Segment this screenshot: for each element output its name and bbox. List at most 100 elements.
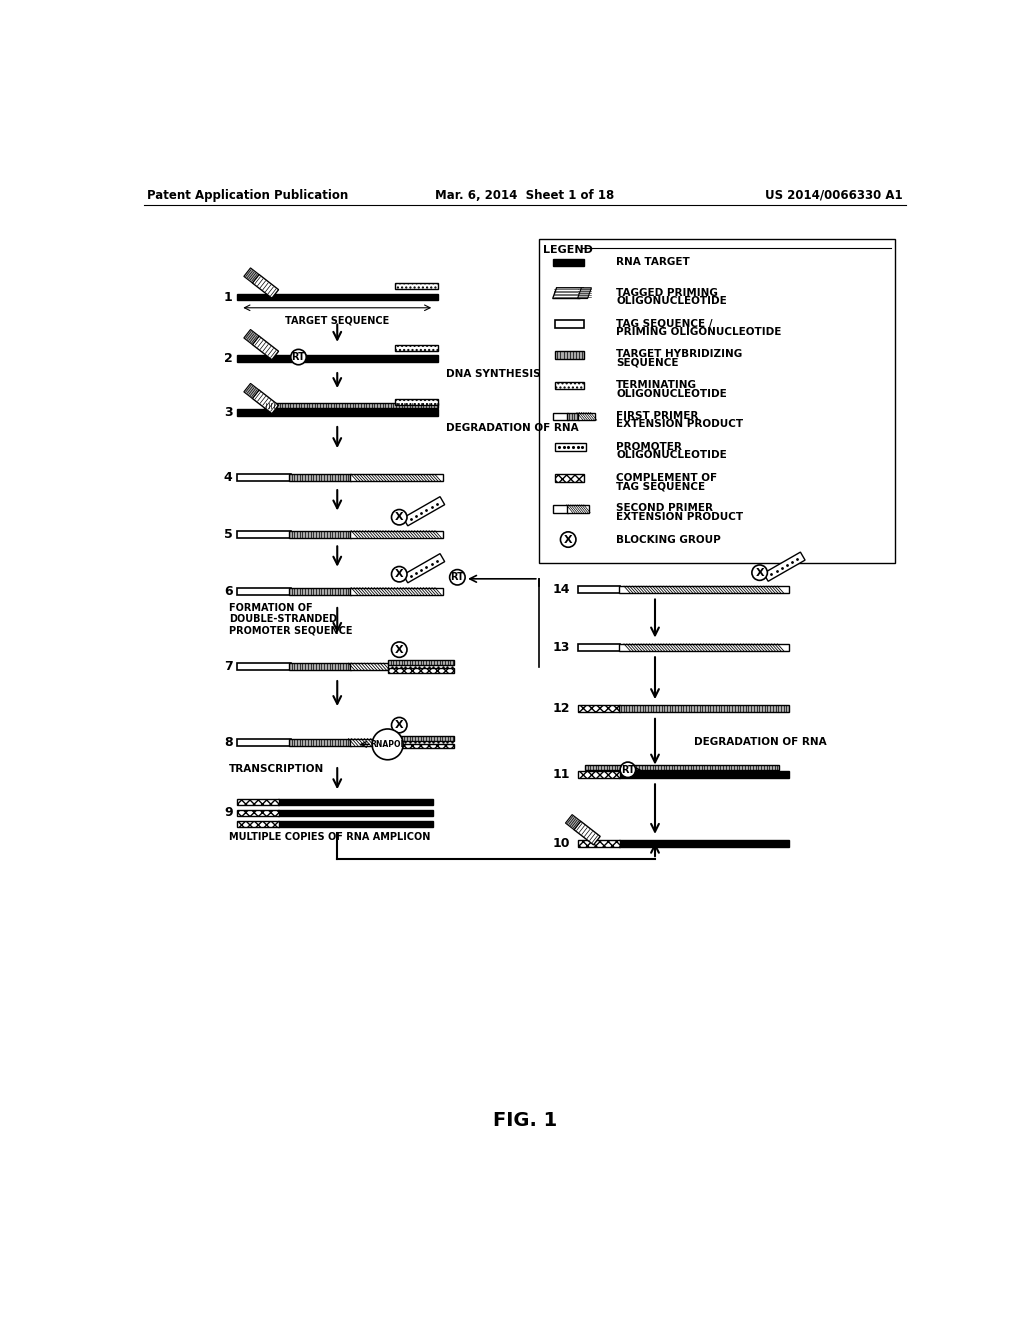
Circle shape: [291, 350, 306, 364]
Bar: [579, 412, 595, 420]
Bar: [578, 705, 621, 713]
Bar: [237, 474, 291, 482]
Text: DNA SYNTHESIS: DNA SYNTHESIS: [445, 370, 541, 379]
Text: RT: RT: [292, 352, 305, 362]
Bar: [539, 239, 895, 562]
Bar: [289, 587, 351, 594]
Bar: [289, 663, 351, 671]
Text: Mar. 6, 2014  Sheet 1 of 18: Mar. 6, 2014 Sheet 1 of 18: [435, 189, 614, 202]
Text: DEGRADATION OF RNA: DEGRADATION OF RNA: [693, 737, 826, 747]
Bar: [567, 412, 579, 420]
Text: 8: 8: [224, 735, 232, 748]
Text: SECOND PRIMER: SECOND PRIMER: [616, 503, 714, 513]
Bar: [349, 474, 442, 482]
Bar: [237, 821, 280, 826]
Text: TAG SEQUENCE /: TAG SEQUENCE /: [616, 318, 713, 329]
Text: TAGGED PRIMING: TAGGED PRIMING: [616, 288, 718, 298]
Text: X: X: [395, 512, 403, 523]
Bar: [237, 355, 438, 362]
Text: LEGEND: LEGEND: [543, 246, 593, 255]
Bar: [388, 743, 455, 748]
Circle shape: [752, 565, 767, 581]
Circle shape: [391, 510, 407, 525]
Text: PROMOTER: PROMOTER: [616, 442, 682, 451]
Text: PRIMING OLIGONUCLEOTIDE: PRIMING OLIGONUCLEOTIDE: [616, 327, 781, 337]
Polygon shape: [403, 553, 444, 583]
Bar: [263, 403, 438, 408]
Text: 10: 10: [552, 837, 569, 850]
Polygon shape: [244, 330, 259, 345]
Circle shape: [391, 718, 407, 733]
Text: 14: 14: [552, 583, 569, 597]
Bar: [237, 409, 438, 416]
Circle shape: [560, 532, 575, 548]
Text: RT: RT: [621, 764, 635, 775]
Text: TRANSCRIPTION: TRANSCRIPTION: [228, 763, 324, 774]
Text: X: X: [395, 644, 403, 655]
Bar: [555, 444, 586, 451]
Circle shape: [391, 642, 407, 657]
Bar: [618, 586, 790, 593]
Polygon shape: [578, 288, 592, 298]
Bar: [578, 644, 621, 651]
Bar: [349, 663, 388, 671]
Polygon shape: [764, 552, 805, 581]
Bar: [567, 506, 589, 512]
Bar: [388, 737, 455, 741]
Bar: [237, 531, 291, 537]
Bar: [555, 381, 585, 389]
Polygon shape: [244, 383, 259, 399]
Bar: [349, 531, 442, 537]
Bar: [395, 345, 438, 351]
Circle shape: [372, 729, 403, 760]
Text: DEGRADATION OF RNA: DEGRADATION OF RNA: [445, 422, 579, 433]
Polygon shape: [252, 275, 279, 298]
Text: TERMINATING: TERMINATING: [616, 380, 697, 391]
Text: 2: 2: [224, 352, 232, 366]
Text: TARGET HYBRIDIZING: TARGET HYBRIDIZING: [616, 350, 742, 359]
Text: FORMATION OF
DOUBLE-STRANDED
PROMOTER SEQUENCE: FORMATION OF DOUBLE-STRANDED PROMOTER SE…: [228, 603, 352, 636]
Bar: [586, 764, 779, 770]
Text: X: X: [756, 568, 764, 578]
Polygon shape: [252, 389, 279, 413]
Bar: [555, 321, 585, 327]
Text: COMPLEMENT OF: COMPLEMENT OF: [616, 473, 718, 483]
Text: 11: 11: [552, 768, 569, 781]
Bar: [289, 474, 351, 482]
Text: Patent Application Publication: Patent Application Publication: [147, 189, 348, 202]
Text: FIG. 1: FIG. 1: [493, 1111, 557, 1130]
Text: OLIGONUCLEOTIDE: OLIGONUCLEOTIDE: [616, 450, 727, 461]
Text: X: X: [395, 569, 403, 579]
Text: OLIGONUCLEOTIDE: OLIGONUCLEOTIDE: [616, 388, 727, 399]
Bar: [278, 821, 432, 826]
Bar: [349, 587, 442, 594]
Bar: [553, 506, 568, 512]
Bar: [237, 799, 280, 805]
Bar: [618, 644, 790, 651]
Polygon shape: [252, 337, 279, 360]
Text: 6: 6: [224, 585, 232, 598]
Circle shape: [391, 566, 407, 582]
Bar: [237, 663, 291, 671]
Polygon shape: [244, 268, 259, 282]
Text: 12: 12: [552, 702, 569, 715]
Text: FIRST PRIMER: FIRST PRIMER: [616, 411, 698, 421]
Bar: [618, 771, 790, 777]
Text: EXTENSION PRODUCT: EXTENSION PRODUCT: [616, 420, 743, 429]
Text: RNAPOL: RNAPOL: [370, 741, 406, 748]
Text: MULTIPLE COPIES OF RNA AMPLICON: MULTIPLE COPIES OF RNA AMPLICON: [228, 832, 430, 842]
Bar: [278, 799, 432, 805]
Text: 9: 9: [224, 807, 232, 820]
Text: US 2014/0066330 A1: US 2014/0066330 A1: [765, 189, 903, 202]
Text: OLIGONUCLEOTIDE: OLIGONUCLEOTIDE: [616, 296, 727, 306]
Bar: [237, 739, 291, 746]
Text: 4: 4: [224, 471, 232, 484]
Bar: [395, 284, 438, 289]
Polygon shape: [553, 288, 584, 298]
Text: 7: 7: [224, 660, 232, 673]
Bar: [388, 660, 455, 665]
Bar: [278, 810, 432, 816]
Bar: [555, 474, 585, 482]
Text: TAG SEQUENCE: TAG SEQUENCE: [616, 480, 706, 491]
Circle shape: [450, 570, 465, 585]
